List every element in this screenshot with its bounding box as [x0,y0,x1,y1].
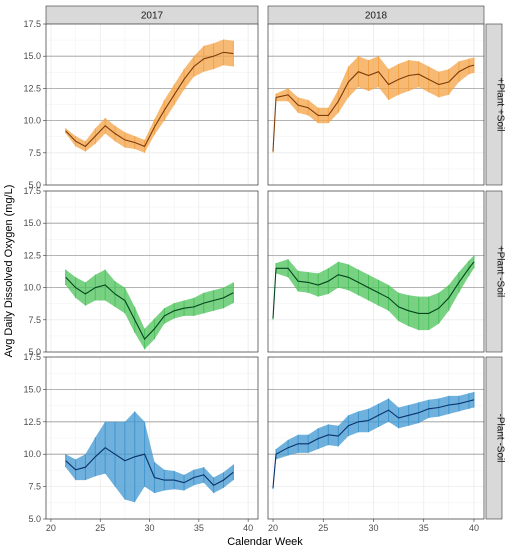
y-tick-label: 12.5 [23,250,41,260]
facet-label-row: +Plant +Soil [495,78,506,132]
y-tick-label: 12.5 [23,417,41,427]
panel-border [45,356,259,520]
facet-strip-row [485,190,503,353]
mean-line [272,261,475,319]
mean-line [65,276,234,341]
x-tick-label: 20 [46,523,56,533]
facet-label-row: +Plant -Soil [495,246,506,297]
y-tick-label: 5.0 [28,514,41,524]
sd-band [65,411,234,503]
panel [267,356,485,520]
y-tick-label: 17.5 [23,352,41,362]
sd-band [273,392,474,490]
y-tick-label: 17.5 [23,186,41,196]
y-tick-label: 5.0 [28,347,41,357]
y-tick-label: 10.0 [23,449,41,459]
facet-label-col: 2018 [365,11,388,22]
panel-border [267,356,485,520]
panel [45,356,259,520]
y-tick-label: 5.0 [28,180,41,190]
x-tick-label: 25 [95,523,105,533]
x-tick-label: 35 [419,523,429,533]
y-tick-label: 15.0 [23,218,41,228]
panel [45,23,259,186]
panel-border [267,23,485,186]
facet-strip-row [485,356,503,520]
x-tick-label: 40 [469,523,479,533]
y-axis-title: Avg Daily Dissolved Oxygen (mg/L) [3,185,15,358]
x-tick-label: 40 [243,523,253,533]
panel [267,23,485,186]
mean-line [65,51,234,148]
sd-band [65,39,234,153]
x-tick-label: 20 [268,523,278,533]
y-tick-label: 15.0 [23,384,41,394]
sd-band [65,269,234,350]
sd-band [273,56,474,153]
x-tick-label: 30 [145,523,155,533]
sd-band [273,255,474,331]
y-tick-label: 12.5 [23,83,41,93]
panel [45,190,259,353]
facet-label-col: 2017 [141,11,164,22]
x-axis-title: Calendar Week [227,536,303,548]
y-tick-label: 7.5 [28,148,41,158]
y-tick-label: 15.0 [23,51,41,61]
panel-border [45,190,259,353]
y-tick-label: 17.5 [23,19,41,29]
facet-strip-row [485,23,503,186]
panel-border [267,190,485,353]
x-tick-label: 25 [318,523,328,533]
mean-line [272,399,475,488]
panel-border [45,23,259,186]
y-tick-label: 7.5 [28,315,41,325]
y-tick-label: 10.0 [23,116,41,126]
x-tick-label: 35 [194,523,204,533]
y-tick-label: 10.0 [23,283,41,293]
panel [267,190,485,353]
facet-label-row: -Plant -Soil [495,414,506,463]
x-tick-label: 30 [368,523,378,533]
mean-line [65,447,234,486]
y-tick-label: 7.5 [28,482,41,492]
mean-line [272,64,475,152]
